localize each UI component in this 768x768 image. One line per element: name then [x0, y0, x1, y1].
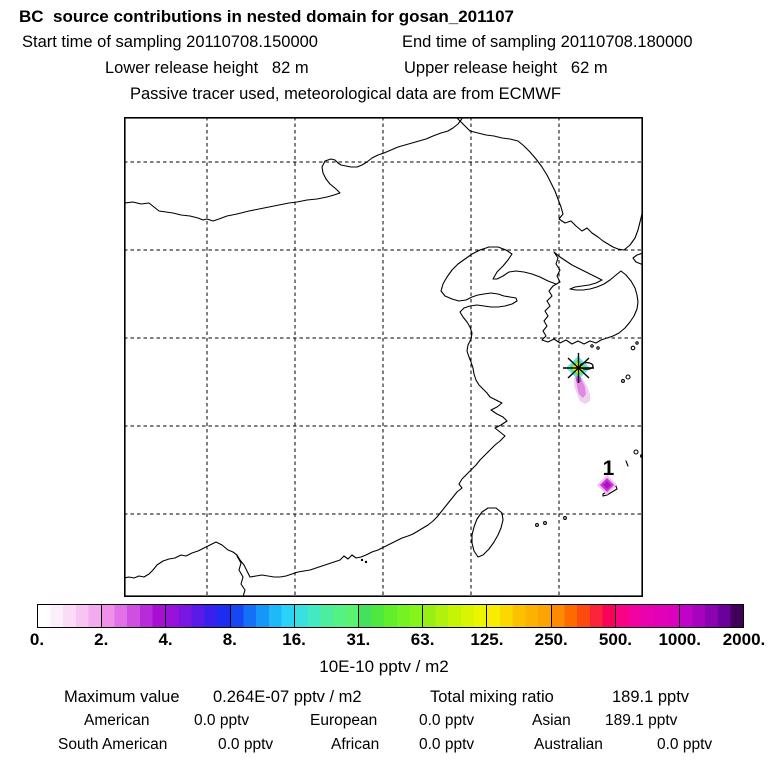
- colorbar-tick-label: 0.: [29, 630, 45, 649]
- colorbar-segment: [486, 605, 551, 627]
- colorbar-tick-label: 2.: [94, 630, 109, 649]
- total-mixing-ratio-label: Total mixing ratio: [430, 688, 554, 706]
- region-value: 0.0 pptv: [218, 736, 274, 753]
- region-value: 0.0 pptv: [657, 736, 713, 753]
- lower-release-text: Lower release height 82 m: [105, 59, 309, 77]
- colorbar-unit: 10E-10 pptv / m2: [319, 657, 449, 676]
- receptor-label-1: 1: [603, 457, 615, 480]
- colorbar: [37, 604, 744, 628]
- map-frame: [124, 117, 644, 597]
- region-value: 0.0 pptv: [419, 736, 475, 753]
- colorbar-segment: [229, 605, 294, 627]
- end-time-text: End time of sampling 20110708.180000: [402, 33, 693, 51]
- total-mixing-ratio-value: 189.1 pptv: [612, 688, 690, 706]
- tracer-note-text: Passive tracer used, meteorological data…: [130, 85, 561, 103]
- region-value: 189.1 pptv: [605, 712, 678, 729]
- colorbar-tick-label: 500.: [598, 630, 632, 649]
- colorbar-tick-label: 31.: [346, 630, 371, 649]
- colorbar-tick-label: 4.: [158, 630, 173, 649]
- colorbar-segment: [357, 605, 423, 627]
- region-name: American: [84, 712, 150, 729]
- lat-lon-gridlines: [124, 117, 643, 597]
- colorbar-segment: [550, 605, 615, 627]
- colorbar-segment: [165, 605, 230, 627]
- region-name: South American: [58, 736, 168, 753]
- colorbar-segment: [422, 605, 487, 627]
- colorbar-tick-label: 8.: [222, 630, 237, 649]
- source-marker-icon: [563, 353, 594, 383]
- region-value: 0.0 pptv: [194, 712, 250, 729]
- colorbar-segment: [293, 605, 358, 627]
- coast-specks: [360, 558, 368, 564]
- colorbar-segment: [38, 605, 102, 627]
- colorbar-segment: [614, 605, 679, 627]
- region-value: 0.0 pptv: [419, 712, 475, 729]
- colorbar-tick-label: 125.: [470, 630, 504, 649]
- colorbar-tick-label: 63.: [410, 630, 435, 649]
- colorbar-tick-label: 1000.: [658, 630, 701, 649]
- colorbar-tick-label: 16.: [282, 630, 306, 649]
- colorbar-segment: [101, 605, 166, 627]
- source-plume: [574, 376, 590, 404]
- max-value-label: Maximum value: [64, 688, 180, 706]
- region-name: Australian: [534, 736, 603, 753]
- region-name: African: [331, 736, 380, 753]
- colorbar-segment: [678, 605, 744, 627]
- region-name: European: [310, 712, 378, 729]
- start-time-text: Start time of sampling 20110708.150000: [22, 33, 318, 51]
- receptor-blob-1: [597, 475, 617, 495]
- plot-title: BC source contributions in nested domain…: [19, 7, 515, 26]
- map-svg: 1: [123, 116, 644, 598]
- jeju-outline-over-marker: [579, 362, 594, 370]
- region-name: Asian: [532, 712, 571, 729]
- colorbar-tick-label: 2000.: [722, 630, 766, 649]
- map-panel: 1: [123, 116, 644, 598]
- max-value: 0.264E-07 pptv / m2: [213, 688, 362, 706]
- upper-release-text: Upper release height 62 m: [404, 59, 608, 77]
- colorbar-tick-label: 250.: [534, 630, 568, 649]
